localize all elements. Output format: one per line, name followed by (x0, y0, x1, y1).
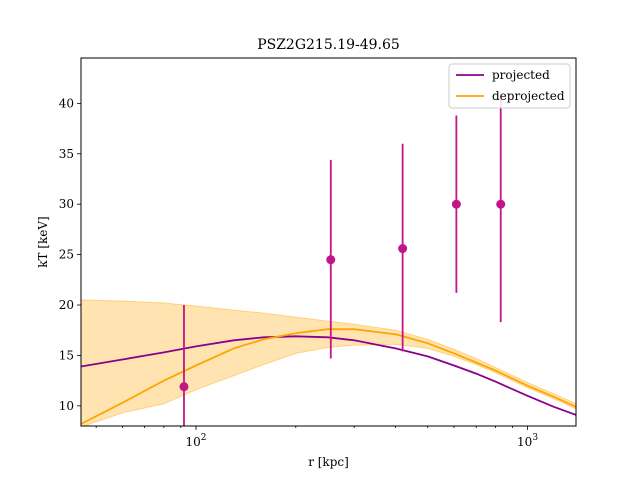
y-axis: 10 15 20 25 30 35 40 (59, 96, 81, 413)
y-tick-label: 20 (59, 298, 74, 312)
y-tick-label: 10 (59, 399, 74, 413)
legend-projected-label: projected (492, 68, 550, 82)
data-point (179, 382, 189, 392)
series-line-projected (81, 335, 576, 416)
x-tick-label: 102 (185, 433, 206, 449)
model-lines-layer (81, 328, 576, 425)
y-tick-label: 35 (59, 147, 74, 161)
legend-deprojected-label: deprojected (492, 89, 565, 103)
confidence-band-layer (81, 299, 576, 426)
legend: projected deprojected (448, 63, 571, 109)
series-line-deprojected (81, 328, 576, 425)
x-axis: 102 103 (95, 426, 538, 449)
y-tick-label: 25 (59, 248, 74, 262)
x-tick-label: 103 (517, 433, 538, 449)
data-point (496, 199, 506, 209)
data-points-layer (179, 98, 506, 426)
plot-frame (80, 57, 577, 427)
y-tick-label: 15 (59, 348, 74, 362)
data-point (451, 199, 461, 209)
data-point (398, 244, 408, 254)
y-tick-label: 30 (59, 197, 74, 211)
data-point (326, 255, 336, 265)
y-axis-label: kT [keV] (36, 216, 50, 268)
x-axis-label: r [kpc] (308, 455, 349, 469)
y-tick-label: 40 (59, 96, 74, 110)
chart-title: PSZ2G215.19-49.65 (257, 37, 400, 53)
confidence-band-deprojected (81, 299, 576, 426)
